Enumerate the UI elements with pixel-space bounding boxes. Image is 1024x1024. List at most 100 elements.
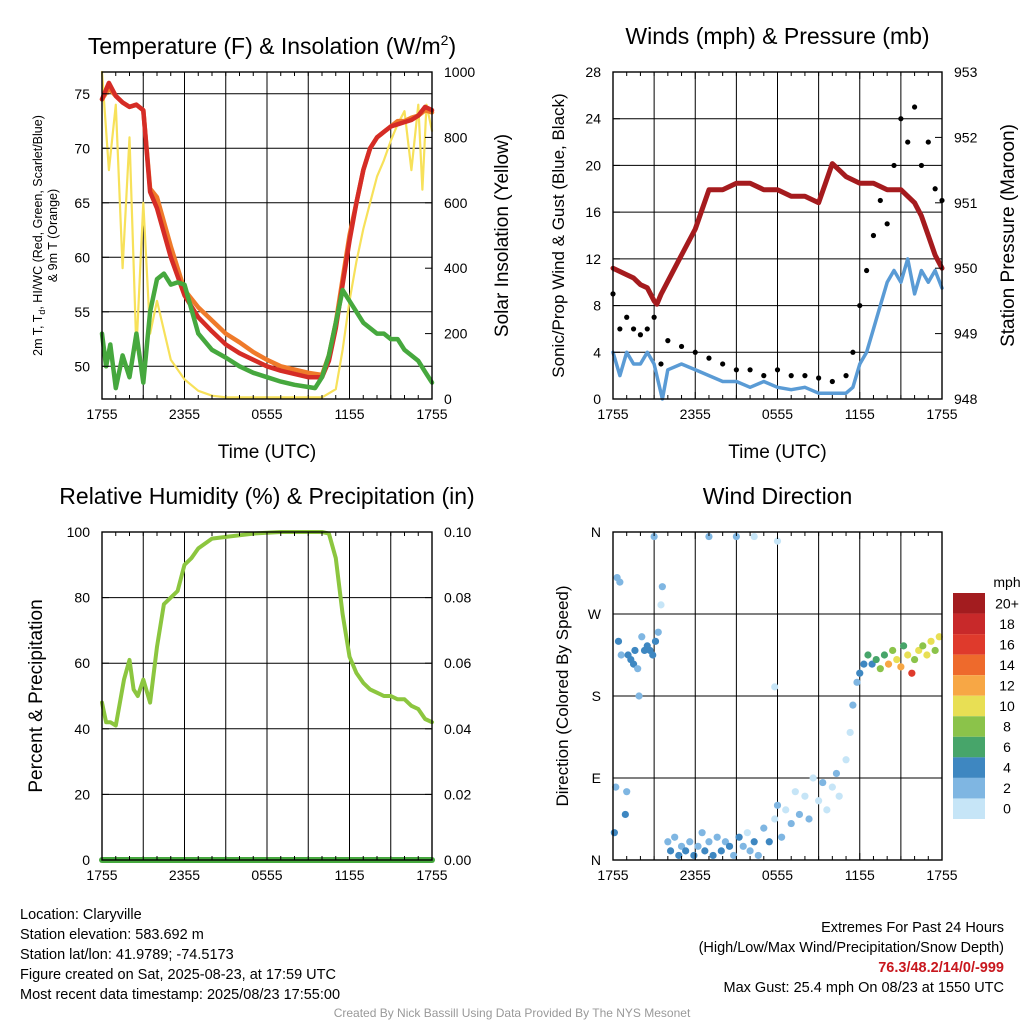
y-axis-label-line2: & 9m T (Orange) [46, 189, 60, 282]
panel-2: 1755 2355 0555 1155 175504812162024289489499… [549, 23, 1019, 463]
gust-point [891, 162, 897, 169]
direction-point [717, 847, 725, 855]
gust-point [864, 267, 870, 274]
colorbar-swatch [953, 695, 985, 717]
y-tick-label: 40 [74, 721, 90, 737]
direction-point [889, 646, 897, 655]
chart-title: Temperature (F) & Insolation (W/m2) [88, 32, 456, 59]
direction-point [846, 728, 854, 737]
y2-tick-label: 0.10 [444, 524, 471, 540]
y2-tick-label: 0 [444, 391, 452, 407]
panel-3: 1755 2355 0555 1155 17550204060801000.000.02… [26, 483, 475, 883]
y-axis-label: 2m T, Td, HI/WC (Red, Green, Scarlet/Blu… [31, 115, 47, 356]
direction-point [701, 847, 709, 855]
direction-point [698, 829, 706, 837]
direction-point [908, 669, 916, 677]
direction-point [842, 756, 850, 764]
y-axis-label: Percent & Precipitation [26, 599, 47, 792]
x-tick-label: 1755 [86, 406, 117, 422]
x-tick-label: 0555 [762, 406, 793, 422]
y-tick-label: 70 [74, 140, 90, 156]
direction-point [649, 651, 657, 659]
gust-point [720, 361, 726, 367]
direction-point [686, 838, 694, 846]
direction-point [773, 801, 782, 809]
y2-tick-label: 400 [444, 260, 468, 276]
y2-tick-label: 600 [444, 195, 468, 211]
y-tick-label: 100 [67, 524, 91, 540]
y2-tick-label: 0.04 [444, 721, 471, 737]
colorbar: mph 20+ 18 16 14 12 10 8 6 4 2 0 [953, 574, 1021, 819]
x-tick-label: 0555 [251, 867, 282, 883]
y-axis-label: Sonic/Prop Wind & Gust (Blue, Black) [549, 93, 568, 377]
gust-point [658, 361, 664, 367]
x-tick-label: 1755 [86, 867, 117, 883]
extremes-title: Extremes For Past 24 Hours [821, 920, 1004, 936]
colorbar-swatch [953, 798, 985, 819]
y2-axis-label: Solar Insolation (Yellow) [492, 134, 513, 337]
x-axis-label: Time (UTC) [728, 442, 827, 463]
direction-point [931, 646, 939, 655]
direction-point [614, 637, 623, 645]
direction-point [787, 819, 795, 828]
x-tick-label: 1755 [926, 867, 957, 883]
direction-point [919, 642, 927, 650]
direction-point [682, 847, 690, 855]
y-tick-label: 80 [74, 590, 90, 606]
gust-point [630, 326, 637, 332]
y-tick-label: N [591, 524, 601, 540]
direction-point [612, 783, 620, 791]
wind-line [611, 257, 944, 401]
gust-point [843, 373, 849, 379]
gust-point [788, 373, 794, 379]
direction-point [765, 838, 773, 846]
y-tick-label: 75 [74, 86, 90, 102]
gust-point [624, 314, 630, 320]
direction-point [904, 651, 912, 659]
gust-point [774, 367, 781, 373]
pressure-line [610, 161, 945, 307]
direction-point [856, 669, 864, 677]
gust-point [898, 116, 904, 122]
gust-point [665, 338, 671, 344]
x-tick-label: 1755 [597, 406, 628, 422]
gust-point [850, 349, 856, 355]
y-tick-label: 8 [593, 298, 601, 314]
direction-point [815, 797, 823, 805]
colorbar-label: 10 [999, 698, 1015, 714]
direction-point [809, 774, 817, 782]
colorbar-swatch [953, 736, 985, 758]
y2-tick-label: 950 [954, 260, 978, 276]
direction-point [832, 769, 841, 778]
colorbar-swatch [953, 757, 985, 778]
x-tick-label: 1155 [845, 406, 875, 422]
direction-point [705, 532, 713, 541]
x-tick-label: 0555 [762, 867, 793, 883]
y-tick-label: 60 [74, 249, 90, 265]
gust-point [918, 162, 925, 169]
y2-tick-label: 952 [954, 129, 978, 145]
extremes-values: 76.3/48.2/14/0/-999 [878, 960, 1004, 976]
y-tick-label: 50 [74, 358, 90, 374]
y-tick-label: 12 [585, 251, 601, 267]
direction-point [730, 851, 738, 860]
y-tick-label: 60 [74, 655, 90, 671]
direction-point [801, 792, 809, 800]
colorbar-label: 14 [999, 657, 1015, 673]
direction-point [884, 660, 893, 668]
direction-point [621, 810, 629, 819]
gust-point [932, 186, 938, 192]
direction-point [823, 806, 831, 814]
direction-point [657, 601, 665, 609]
gust-point [829, 378, 835, 385]
colorbar-label: 8 [1003, 719, 1011, 735]
direction-point [650, 532, 658, 541]
chart-title: Wind Direction [703, 483, 853, 509]
x-tick-label: 1755 [416, 867, 447, 883]
station-info: Location: Claryville Station elevation: … [20, 905, 340, 1005]
y-axis-label-sub: d [37, 310, 47, 315]
x-tick-label: 1755 [926, 406, 957, 422]
x-tick-label: 1155 [334, 406, 364, 422]
y2-tick-label: 1000 [444, 64, 475, 80]
direction-point [880, 651, 889, 659]
